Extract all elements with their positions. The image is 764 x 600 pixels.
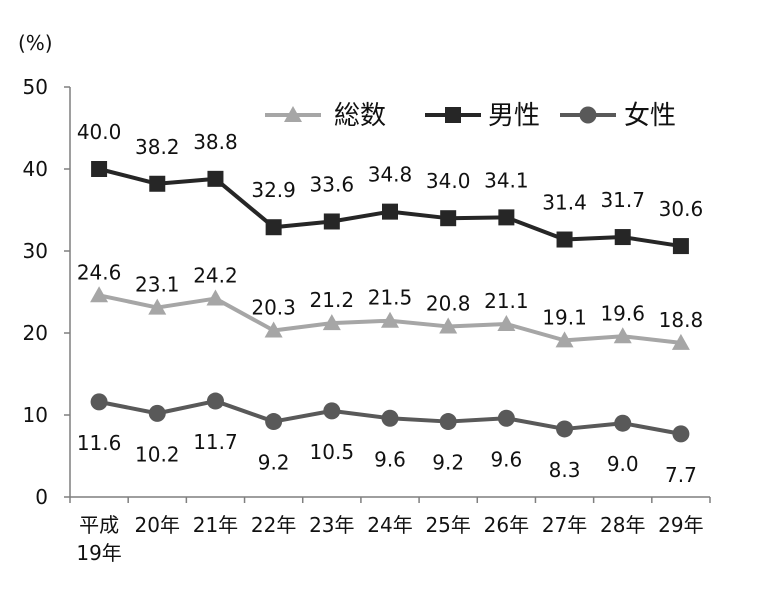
data-label: 19.6 bbox=[600, 301, 645, 325]
x-tick-label: 26年 bbox=[484, 513, 529, 537]
data-label: 31.4 bbox=[542, 191, 587, 215]
y-tick-label: 50 bbox=[23, 75, 48, 99]
data-point-triangle bbox=[90, 286, 109, 303]
data-label: 23.1 bbox=[135, 273, 180, 297]
data-point-square bbox=[91, 161, 108, 177]
data-point-square bbox=[149, 175, 166, 192]
data-labels: 24.6 23.1 24.2 20.3 21.2 21.5 20.8 21.1 19.1 19.6… bbox=[77, 120, 703, 487]
data-label: 24.2 bbox=[193, 264, 238, 288]
data-label: 9.2 bbox=[432, 451, 464, 475]
data-label: 34.0 bbox=[426, 169, 471, 193]
x-tick-label: 24年 bbox=[367, 513, 412, 537]
data-point-triangle bbox=[148, 298, 167, 315]
chart-axes: 0 10 20 30 40 50 (%) 平成 19年 20年 21年 22年 23年 24年 25年 26年… bbox=[18, 31, 711, 565]
data-label: 18.8 bbox=[659, 308, 704, 332]
data-label: 10.2 bbox=[135, 442, 180, 466]
x-tick-label: 28年 bbox=[600, 513, 645, 537]
x-tick-label: 25年 bbox=[425, 513, 470, 537]
data-point-square bbox=[556, 231, 573, 248]
x-tick-label: 20年 bbox=[135, 513, 180, 537]
data-point-square bbox=[207, 170, 224, 187]
data-point-triangle bbox=[497, 314, 516, 331]
y-tick-label: 30 bbox=[23, 239, 48, 263]
data-label: 9.0 bbox=[607, 452, 639, 476]
y-tick-label: 20 bbox=[23, 321, 48, 345]
legend-marker-square bbox=[445, 107, 461, 123]
data-point-circle bbox=[148, 404, 166, 422]
legend-marker-triangle bbox=[284, 106, 302, 122]
data-point-square bbox=[440, 210, 457, 227]
y-tick-label: 0 bbox=[35, 485, 48, 509]
chart-legend: 総数 男性 女性 bbox=[265, 101, 676, 131]
data-label: 33.6 bbox=[310, 172, 355, 196]
data-point-triangle bbox=[381, 311, 399, 328]
data-label: 21.5 bbox=[368, 286, 413, 310]
data-point-triangle bbox=[206, 289, 225, 306]
data-label: 9.2 bbox=[258, 451, 290, 475]
data-label: 10.5 bbox=[310, 440, 355, 464]
data-label: 11.7 bbox=[193, 430, 238, 454]
data-label: 19.1 bbox=[542, 305, 587, 329]
data-label: 40.0 bbox=[77, 120, 122, 144]
x-tick-label: 23年 bbox=[309, 513, 354, 537]
legend-marker-circle bbox=[579, 106, 597, 124]
y-tick-label: 10 bbox=[23, 403, 48, 427]
x-tick-label: 22年 bbox=[251, 513, 296, 537]
chart-series bbox=[90, 161, 690, 443]
data-label: 9.6 bbox=[374, 447, 406, 471]
data-label: 8.3 bbox=[549, 458, 581, 482]
data-label: 11.6 bbox=[77, 431, 122, 455]
data-point-square bbox=[672, 238, 689, 255]
data-point-circle bbox=[323, 402, 341, 420]
data-label: 21.2 bbox=[310, 288, 355, 312]
x-tick-label: 27年 bbox=[542, 513, 587, 537]
data-label: 31.7 bbox=[600, 188, 645, 212]
legend-label: 総数 bbox=[334, 101, 386, 131]
data-point-triangle bbox=[264, 321, 283, 338]
data-label: 38.2 bbox=[135, 135, 180, 159]
data-point-circle bbox=[497, 409, 515, 427]
data-label: 20.8 bbox=[426, 291, 471, 315]
data-label: 32.9 bbox=[251, 178, 296, 202]
data-point-square bbox=[614, 229, 631, 246]
data-point-circle bbox=[672, 425, 690, 443]
data-label: 38.8 bbox=[193, 130, 238, 154]
data-point-triangle bbox=[555, 331, 574, 348]
y-tick-label: 40 bbox=[23, 157, 48, 181]
data-point-circle bbox=[556, 420, 574, 438]
data-point-circle bbox=[439, 413, 457, 431]
data-label: 7.7 bbox=[665, 463, 697, 487]
x-tick-label: 29年 bbox=[658, 513, 703, 537]
data-label: 34.1 bbox=[484, 168, 529, 192]
legend-label: 女性 bbox=[624, 101, 676, 131]
data-point-square bbox=[323, 213, 340, 230]
data-point-triangle bbox=[322, 314, 341, 331]
data-point-triangle bbox=[671, 333, 690, 350]
data-point-circle bbox=[614, 414, 632, 432]
data-point-circle bbox=[265, 413, 283, 431]
x-tick-label: 21年 bbox=[193, 513, 238, 537]
data-label: 24.6 bbox=[77, 260, 122, 284]
data-label: 34.8 bbox=[368, 163, 413, 187]
data-point-circle bbox=[90, 393, 108, 411]
data-point-square bbox=[498, 209, 515, 226]
data-label: 9.6 bbox=[490, 447, 522, 471]
legend-label: 男性 bbox=[488, 101, 540, 131]
data-label: 30.6 bbox=[659, 197, 704, 221]
data-point-triangle bbox=[613, 327, 632, 344]
data-label: 21.1 bbox=[484, 289, 529, 313]
data-label: 20.3 bbox=[251, 296, 296, 320]
data-point-triangle bbox=[439, 317, 458, 334]
data-point-square bbox=[382, 203, 398, 220]
y-axis-unit: (%) bbox=[18, 31, 53, 55]
data-point-circle bbox=[206, 392, 224, 410]
data-point-circle bbox=[381, 409, 399, 427]
data-point-square bbox=[265, 219, 282, 236]
x-tick-label: 平成 19年 bbox=[76, 513, 121, 565]
